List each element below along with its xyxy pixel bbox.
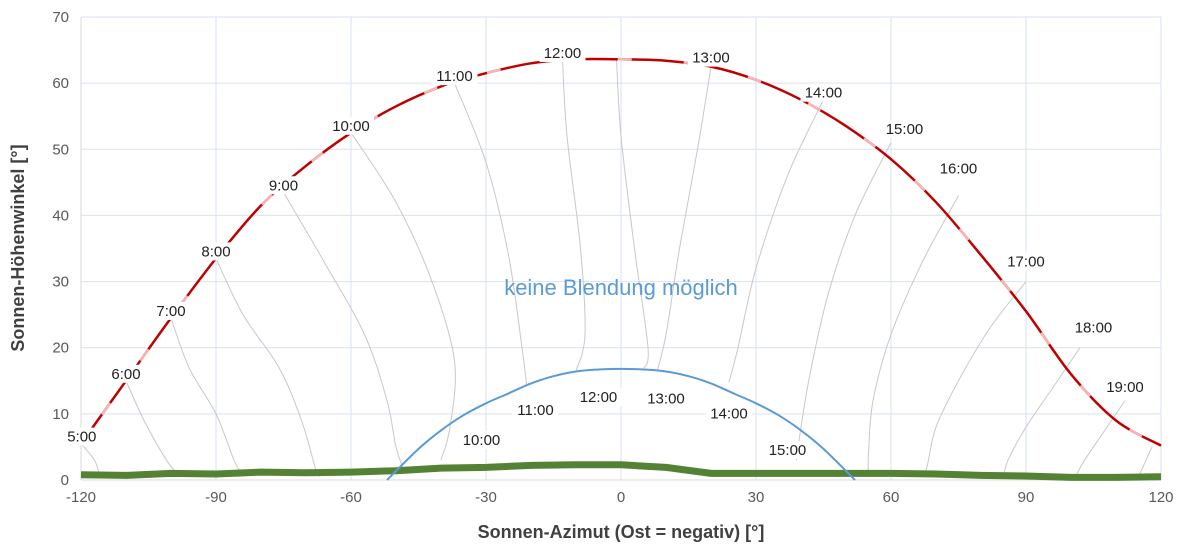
summer-hour-label: 15:00 — [886, 121, 924, 138]
summer-hour-label-bg — [881, 120, 928, 139]
analemma-curve — [454, 82, 527, 385]
summer-hour-label: 7:00 — [156, 303, 185, 320]
analemma-curve — [1075, 400, 1126, 477]
winter-hour-label: 15:00 — [769, 442, 807, 459]
horizon-line — [80, 461, 1162, 481]
grid-lines — [80, 16, 1162, 481]
y-axis-title: Sonnen-Höhenwinkel [°] — [8, 144, 28, 351]
tick-labels: -120 -90 -60 -30 0 30 60 90 120 0 10 20 30 40 50 60 70 — [52, 9, 1173, 506]
summer-hour-label-bg — [431, 67, 478, 86]
winter-hour-label-bg — [458, 430, 505, 449]
summer-hour-label: 12:00 — [544, 45, 582, 62]
y-tick-label: 10 — [52, 406, 69, 423]
analemma-curve — [562, 59, 586, 372]
hour-labels: 5:00 6:00 7:00 8:00 9:00 10:00 11:00 12:00 13:00… — [63, 43, 1148, 459]
y-tick-label: 30 — [52, 274, 69, 291]
winter-hour-label-bg — [706, 404, 752, 423]
analemma-curve — [283, 192, 406, 474]
summer-hour-label: 9:00 — [269, 177, 298, 194]
summer-hour-label-bg — [63, 427, 101, 446]
summer-hour-label: 13:00 — [692, 50, 730, 67]
summer-hour-label: 16:00 — [940, 161, 978, 178]
x-tick-label: -60 — [340, 489, 362, 506]
winter-hour-label: 12:00 — [580, 389, 618, 406]
summer-hour-label-bg — [800, 83, 847, 102]
analemma-curve — [796, 142, 892, 461]
y-tick-label: 40 — [52, 207, 69, 224]
x-tick-label: 90 — [1018, 489, 1035, 506]
y-tick-label: 60 — [52, 75, 69, 92]
summer-hour-label: 10:00 — [332, 118, 370, 135]
summer-hour-label: 6:00 — [111, 366, 140, 383]
no-glare-annotation: keine Blendung möglich — [504, 275, 738, 300]
winter-hour-label: 13:00 — [647, 390, 685, 407]
analemma-curves — [80, 59, 1153, 478]
summer-hour-label-bg — [688, 48, 734, 67]
summer-hour-label: 19:00 — [1106, 379, 1144, 396]
summer-hour-label-bg — [107, 364, 145, 383]
analemma-curve — [125, 380, 181, 478]
analemma-curve — [867, 195, 959, 474]
x-axis-title: Sonnen-Azimut (Ost = negativ) [°] — [478, 522, 765, 542]
analemma-curve — [80, 443, 100, 474]
summer-hour-label-bg — [152, 301, 190, 320]
series-lines — [79, 57, 1162, 481]
analemma-curve — [922, 281, 1027, 477]
y-tick-label: 50 — [52, 141, 69, 158]
summer-hour-label-bg — [1102, 378, 1148, 397]
summer-hour-label-bg — [328, 116, 374, 135]
summer-hour-label: 18:00 — [1075, 319, 1113, 336]
y-tick-label: 70 — [52, 9, 69, 26]
analemma-curve — [1003, 347, 1081, 477]
x-tick-label: -120 — [66, 489, 96, 506]
analemma-curve — [728, 99, 824, 383]
summer-hour-label-bg — [197, 242, 235, 261]
summer-hour-label-bg — [264, 176, 303, 195]
summer-hour-label-bg — [935, 159, 982, 178]
x-tick-label: 60 — [883, 489, 900, 506]
analemma-curve — [1138, 446, 1153, 477]
summer-hour-label: 8:00 — [201, 243, 230, 260]
x-tick-label: 0 — [617, 489, 625, 506]
x-tick-label: 120 — [1148, 489, 1173, 506]
y-tick-label: 0 — [61, 472, 69, 489]
x-tick-label: -90 — [205, 489, 227, 506]
summer-hour-label: 11:00 — [436, 68, 472, 85]
winter-sun-path — [386, 367, 856, 481]
winter-hour-label-bg — [643, 389, 689, 408]
x-tick-label: 30 — [748, 489, 765, 506]
summer-hour-label: 14:00 — [805, 85, 843, 102]
analemma-curve — [656, 66, 712, 372]
y-tick-label: 20 — [52, 340, 69, 357]
winter-hour-label: 11:00 — [517, 402, 553, 419]
analemma-curve — [616, 59, 649, 370]
winter-hour-label: 14:00 — [710, 405, 748, 422]
summer-hour-label-bg — [539, 43, 586, 62]
winter-hour-label-bg — [764, 440, 811, 459]
analemma-curve — [170, 317, 244, 477]
analemma-curve — [215, 258, 320, 477]
winter-hour-label-bg — [575, 387, 622, 406]
winter-hour-label: 10:00 — [463, 432, 501, 449]
winter-hour-label-bg — [512, 401, 559, 420]
summer-hour-label: 5:00 — [67, 429, 96, 446]
summer-hour-label: 17:00 — [1007, 253, 1045, 270]
x-tick-label: -30 — [475, 489, 497, 506]
summer-sun-path-highlight — [79, 57, 1162, 447]
summer-hour-label-bg — [1070, 318, 1117, 337]
summer-hour-label-bg — [1003, 252, 1049, 271]
analemma-curve — [350, 132, 456, 461]
